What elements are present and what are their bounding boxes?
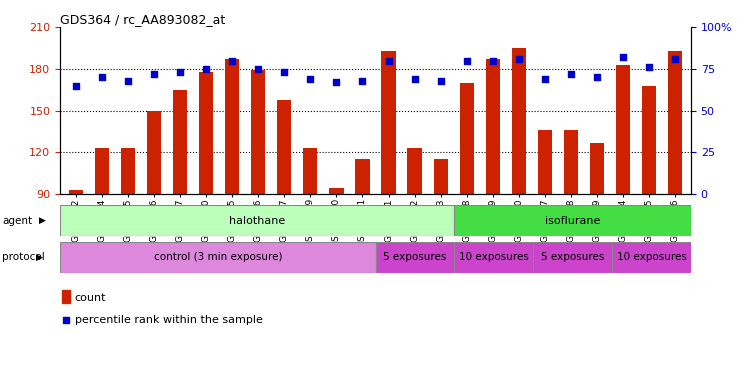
Point <box>330 79 342 85</box>
Bar <box>533 242 612 273</box>
Text: isoflurane: isoflurane <box>545 216 600 225</box>
Bar <box>329 188 343 194</box>
Text: ▶: ▶ <box>39 216 46 225</box>
Text: 10 exposures: 10 exposures <box>459 252 529 262</box>
Text: percentile rank within the sample: percentile rank within the sample <box>74 315 262 325</box>
Point <box>565 71 577 77</box>
Point <box>539 76 551 82</box>
Bar <box>564 130 578 194</box>
Bar <box>616 65 630 194</box>
Text: GDS364 / rc_AA893082_at: GDS364 / rc_AA893082_at <box>60 13 225 26</box>
Bar <box>382 51 396 194</box>
Bar <box>454 242 533 273</box>
Bar <box>277 100 291 194</box>
Bar <box>454 205 691 236</box>
Point <box>226 58 238 64</box>
Point <box>513 56 525 62</box>
Point <box>435 78 447 84</box>
Text: 5 exposures: 5 exposures <box>383 252 447 262</box>
Point <box>460 58 472 64</box>
Text: 10 exposures: 10 exposures <box>617 252 686 262</box>
Point <box>60 317 72 323</box>
Point <box>643 64 655 70</box>
Bar <box>408 148 422 194</box>
Bar <box>303 148 318 194</box>
Bar <box>486 59 500 194</box>
Bar <box>251 71 265 194</box>
Bar <box>225 59 240 194</box>
Bar <box>173 90 187 194</box>
Bar <box>460 83 474 194</box>
Point <box>304 76 316 82</box>
Bar <box>95 148 109 194</box>
Bar <box>538 130 552 194</box>
Point <box>357 78 369 84</box>
Point <box>617 55 629 60</box>
Point <box>279 70 291 75</box>
Point <box>70 83 82 89</box>
Bar <box>68 190 83 194</box>
Bar <box>511 48 526 194</box>
Bar <box>433 159 448 194</box>
Point <box>409 76 421 82</box>
Bar <box>146 111 161 194</box>
Bar <box>60 205 454 236</box>
Bar <box>612 242 691 273</box>
Point <box>122 78 134 84</box>
Bar <box>668 51 683 194</box>
Text: count: count <box>74 293 106 303</box>
Text: 5 exposures: 5 exposures <box>541 252 605 262</box>
Bar <box>376 242 454 273</box>
Bar <box>199 72 213 194</box>
Point <box>252 66 264 72</box>
Point <box>174 70 186 75</box>
Bar <box>642 86 656 194</box>
Point <box>487 58 499 64</box>
Point <box>148 71 160 77</box>
Point <box>200 66 212 72</box>
Bar <box>590 143 605 194</box>
Point <box>591 75 603 81</box>
Point <box>669 56 681 62</box>
Text: halothane: halothane <box>229 216 285 225</box>
Bar <box>60 242 376 273</box>
Bar <box>121 148 135 194</box>
Text: ▶: ▶ <box>36 253 43 262</box>
Point <box>382 58 394 64</box>
Bar <box>355 159 369 194</box>
Bar <box>62 290 70 303</box>
Point <box>96 75 108 81</box>
Text: control (3 min exposure): control (3 min exposure) <box>153 252 282 262</box>
Text: agent: agent <box>2 216 32 225</box>
Text: protocol: protocol <box>2 252 45 262</box>
